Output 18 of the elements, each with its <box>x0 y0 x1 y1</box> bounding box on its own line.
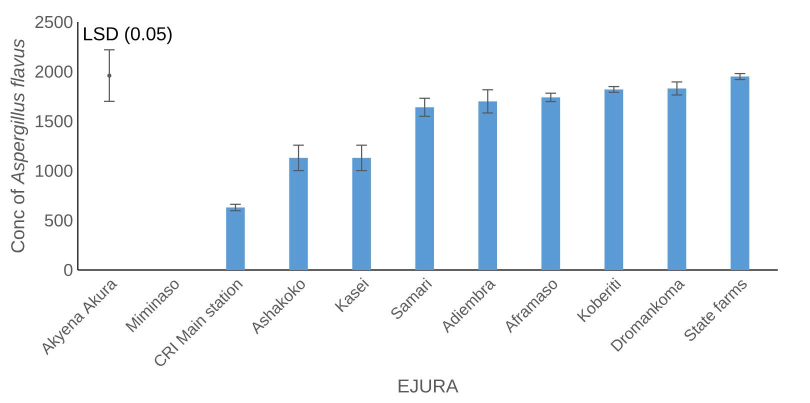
bar <box>730 76 750 270</box>
y-tick-label: 500 <box>44 214 72 227</box>
bar <box>289 158 308 270</box>
y-tick-label: 2000 <box>35 65 72 78</box>
bar <box>541 97 560 270</box>
bar <box>668 88 686 270</box>
y-axis-title: Conc of Aspergillus flavus <box>10 39 28 252</box>
bar <box>352 158 371 270</box>
annotation: LSD (0.05) <box>84 26 172 44</box>
y-tick-label: 1000 <box>36 164 72 177</box>
bar <box>226 207 245 270</box>
y-tick-label: 2500 <box>35 16 72 28</box>
y-tick-label: 1500 <box>36 115 72 128</box>
x-axis-title: EJURA <box>398 380 458 393</box>
bar <box>415 107 434 270</box>
bar <box>604 89 624 270</box>
y-tick-label: 0 <box>64 264 72 276</box>
bar <box>478 101 498 270</box>
